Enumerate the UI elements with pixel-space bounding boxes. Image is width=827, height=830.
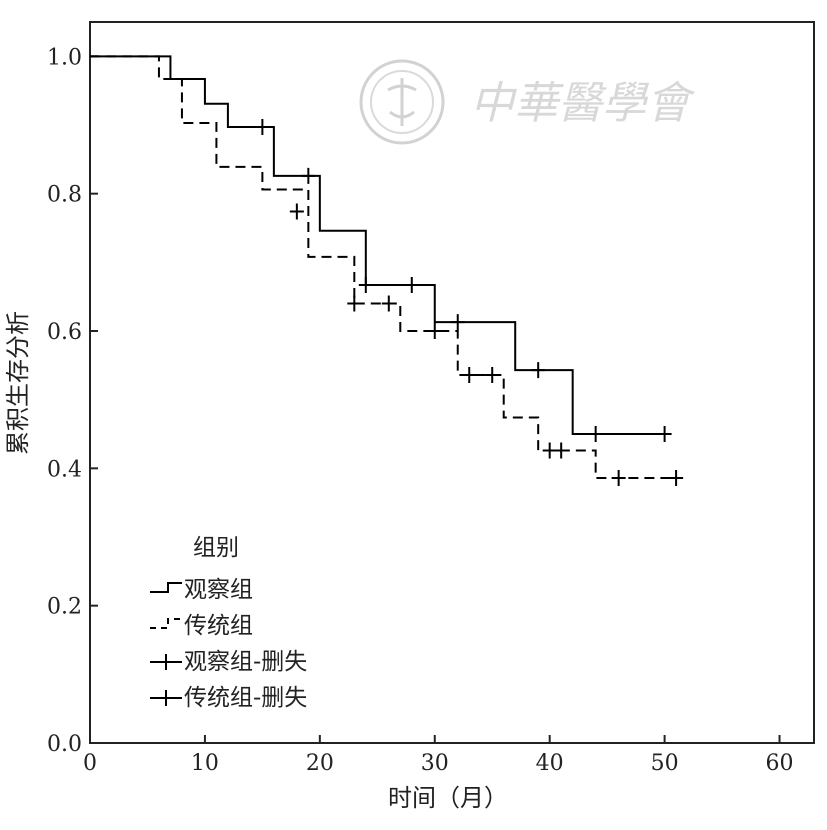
y-tick-label: 0.6 <box>47 320 82 345</box>
legend-item: 传统组-删失 <box>150 685 307 711</box>
censor-mark <box>289 203 304 220</box>
censor-mark <box>588 426 603 442</box>
series-line-2 <box>90 55 677 479</box>
watermark-seal-icon <box>359 59 445 145</box>
legend-label: 传统组 <box>184 613 253 639</box>
series-layer <box>90 55 684 486</box>
y-tick-label: 0.2 <box>47 595 82 620</box>
censor-mark <box>462 366 477 383</box>
y-tick-label: 1.0 <box>47 45 82 70</box>
y-axis: 0.0 0.2 0.4 0.6 0.8 1.0 <box>47 45 98 757</box>
plot-frame <box>89 21 815 744</box>
censor-mark <box>255 119 270 136</box>
watermark-text: 中華醫學會 <box>470 78 696 129</box>
x-tick-label: 40 <box>536 751 564 776</box>
legend-swatch-dashed <box>150 618 182 629</box>
censor-mark <box>358 276 373 293</box>
y-axis-label: 累积生存分析 <box>4 311 32 455</box>
y-tick-label: 0.0 <box>47 732 82 757</box>
censor-mark <box>347 295 362 312</box>
x-tick-label: 20 <box>306 751 334 776</box>
x-tick-label: 10 <box>191 751 219 776</box>
legend-item: 观察组 <box>150 577 253 603</box>
censor-mark <box>381 295 396 312</box>
censor-mark <box>611 469 626 486</box>
censor-mark <box>657 426 672 442</box>
x-tick-label: 50 <box>651 751 679 776</box>
legend-item: 观察组-删失 <box>150 649 307 675</box>
legend-swatch-censor <box>150 654 182 670</box>
x-axis: 0 10 20 30 40 50 60 <box>83 735 794 776</box>
censor-mark <box>450 314 465 331</box>
x-tick-label: 0 <box>83 751 97 776</box>
x-tick-label: 60 <box>766 751 794 776</box>
censor-mark <box>485 366 500 383</box>
censor-mark <box>427 323 442 339</box>
legend-label: 观察组 <box>184 577 253 603</box>
legend-item: 传统组 <box>150 613 253 639</box>
censor-mark <box>554 442 569 459</box>
x-tick-label: 30 <box>421 751 449 776</box>
legend-label: 观察组-删失 <box>184 649 307 675</box>
series-line-1 <box>90 55 665 435</box>
x-axis-label: 时间（月） <box>388 784 508 812</box>
y-tick-label: 0.4 <box>47 457 82 482</box>
censor-mark <box>669 469 684 486</box>
y-tick-label: 0.8 <box>47 183 82 208</box>
censor-mark <box>301 167 316 184</box>
legend-swatch-censor <box>150 690 182 706</box>
censor-mark <box>404 276 419 293</box>
legend-label: 传统组-删失 <box>184 685 307 711</box>
watermark: 中華醫學會 <box>359 59 696 145</box>
censor-mark <box>531 362 546 379</box>
legend-swatch-solid <box>150 582 182 593</box>
legend-title: 组别 <box>193 535 239 561</box>
